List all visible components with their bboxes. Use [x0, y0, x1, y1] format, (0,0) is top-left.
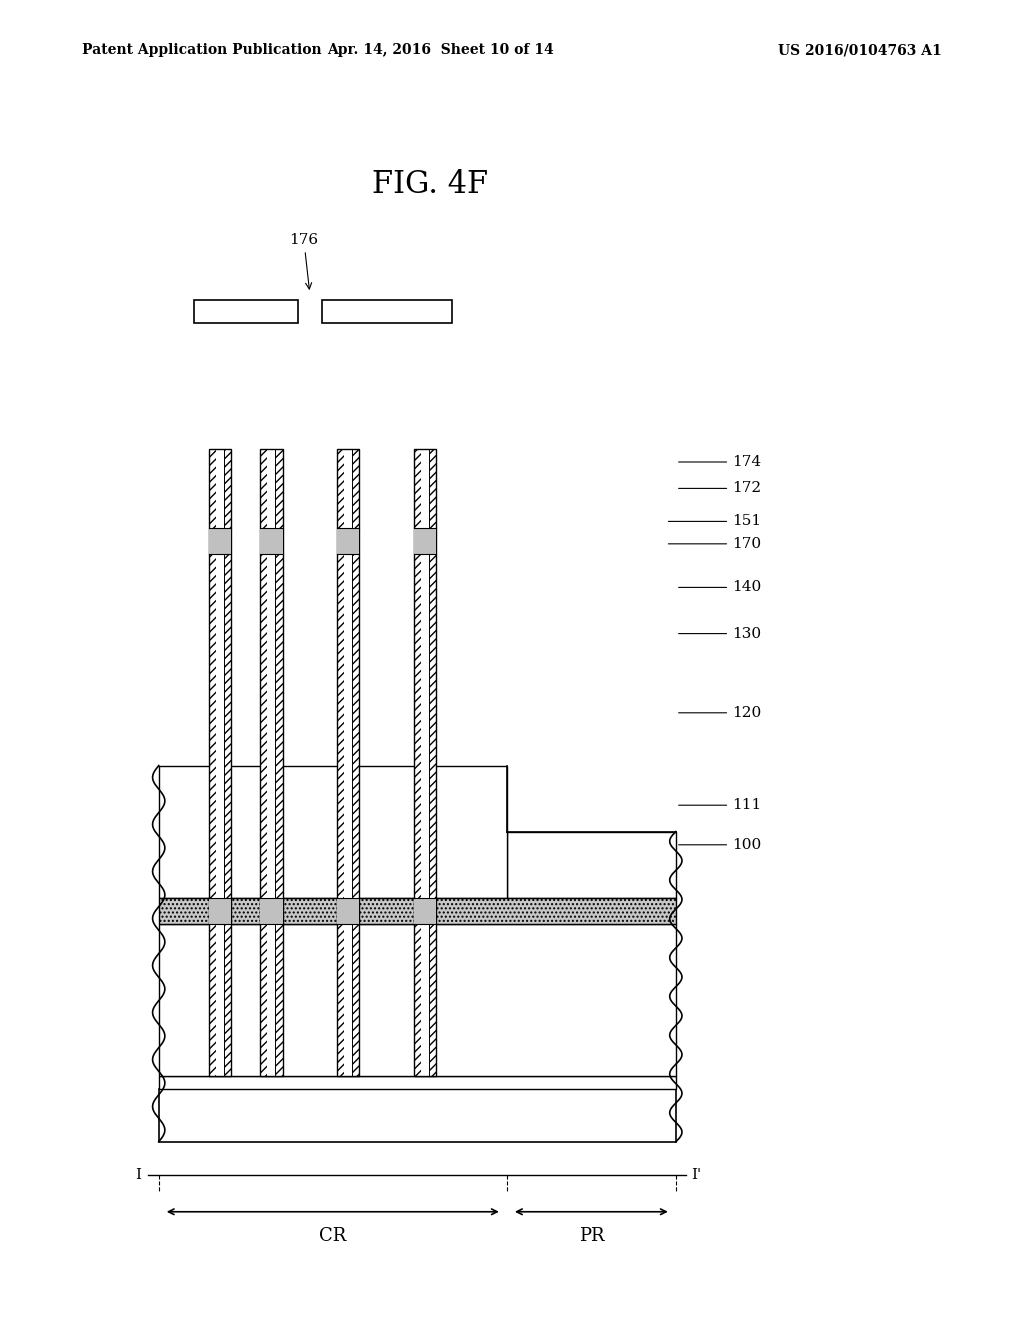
- Bar: [216, 449, 224, 1076]
- Bar: [267, 449, 275, 1076]
- Bar: [224, 449, 231, 1076]
- Bar: [260, 528, 283, 554]
- Bar: [159, 924, 676, 1076]
- Text: 172: 172: [679, 482, 761, 495]
- Text: Patent Application Publication: Patent Application Publication: [82, 44, 322, 57]
- Text: 130: 130: [679, 627, 761, 640]
- Text: I': I': [691, 1168, 701, 1181]
- Text: I: I: [135, 1168, 141, 1181]
- Bar: [421, 449, 429, 1076]
- Bar: [209, 528, 231, 554]
- Bar: [414, 449, 436, 1076]
- Bar: [337, 528, 359, 554]
- Bar: [337, 449, 359, 1076]
- Bar: [159, 766, 507, 898]
- Bar: [414, 528, 436, 554]
- Bar: [507, 832, 676, 898]
- Bar: [209, 898, 231, 924]
- Bar: [414, 449, 421, 1076]
- Text: 140: 140: [679, 581, 762, 594]
- Text: PR: PR: [579, 1226, 604, 1245]
- Bar: [260, 449, 283, 1076]
- Bar: [260, 898, 283, 924]
- Text: 111: 111: [679, 799, 762, 812]
- Text: FIG. 4F: FIG. 4F: [372, 169, 488, 201]
- Bar: [337, 449, 359, 1076]
- Bar: [209, 449, 216, 1076]
- Text: 100: 100: [679, 838, 762, 851]
- Text: 170: 170: [669, 537, 761, 550]
- Bar: [414, 898, 436, 924]
- Text: 120: 120: [679, 706, 762, 719]
- Text: 176: 176: [289, 234, 318, 289]
- Text: 174: 174: [679, 455, 761, 469]
- Bar: [337, 449, 344, 1076]
- Bar: [159, 1089, 676, 1142]
- Bar: [194, 300, 298, 323]
- Text: 151: 151: [669, 515, 761, 528]
- Bar: [322, 300, 452, 323]
- Text: CR: CR: [319, 1226, 346, 1245]
- Bar: [352, 449, 359, 1076]
- Bar: [209, 449, 231, 1076]
- Bar: [260, 449, 267, 1076]
- Bar: [159, 1076, 676, 1089]
- Bar: [260, 449, 283, 1076]
- Bar: [337, 898, 359, 924]
- Bar: [209, 449, 231, 1076]
- Bar: [159, 898, 676, 924]
- Text: US 2016/0104763 A1: US 2016/0104763 A1: [778, 44, 942, 57]
- Bar: [414, 449, 436, 1076]
- Text: Apr. 14, 2016  Sheet 10 of 14: Apr. 14, 2016 Sheet 10 of 14: [327, 44, 554, 57]
- Bar: [344, 449, 352, 1076]
- Bar: [275, 449, 283, 1076]
- Bar: [429, 449, 436, 1076]
